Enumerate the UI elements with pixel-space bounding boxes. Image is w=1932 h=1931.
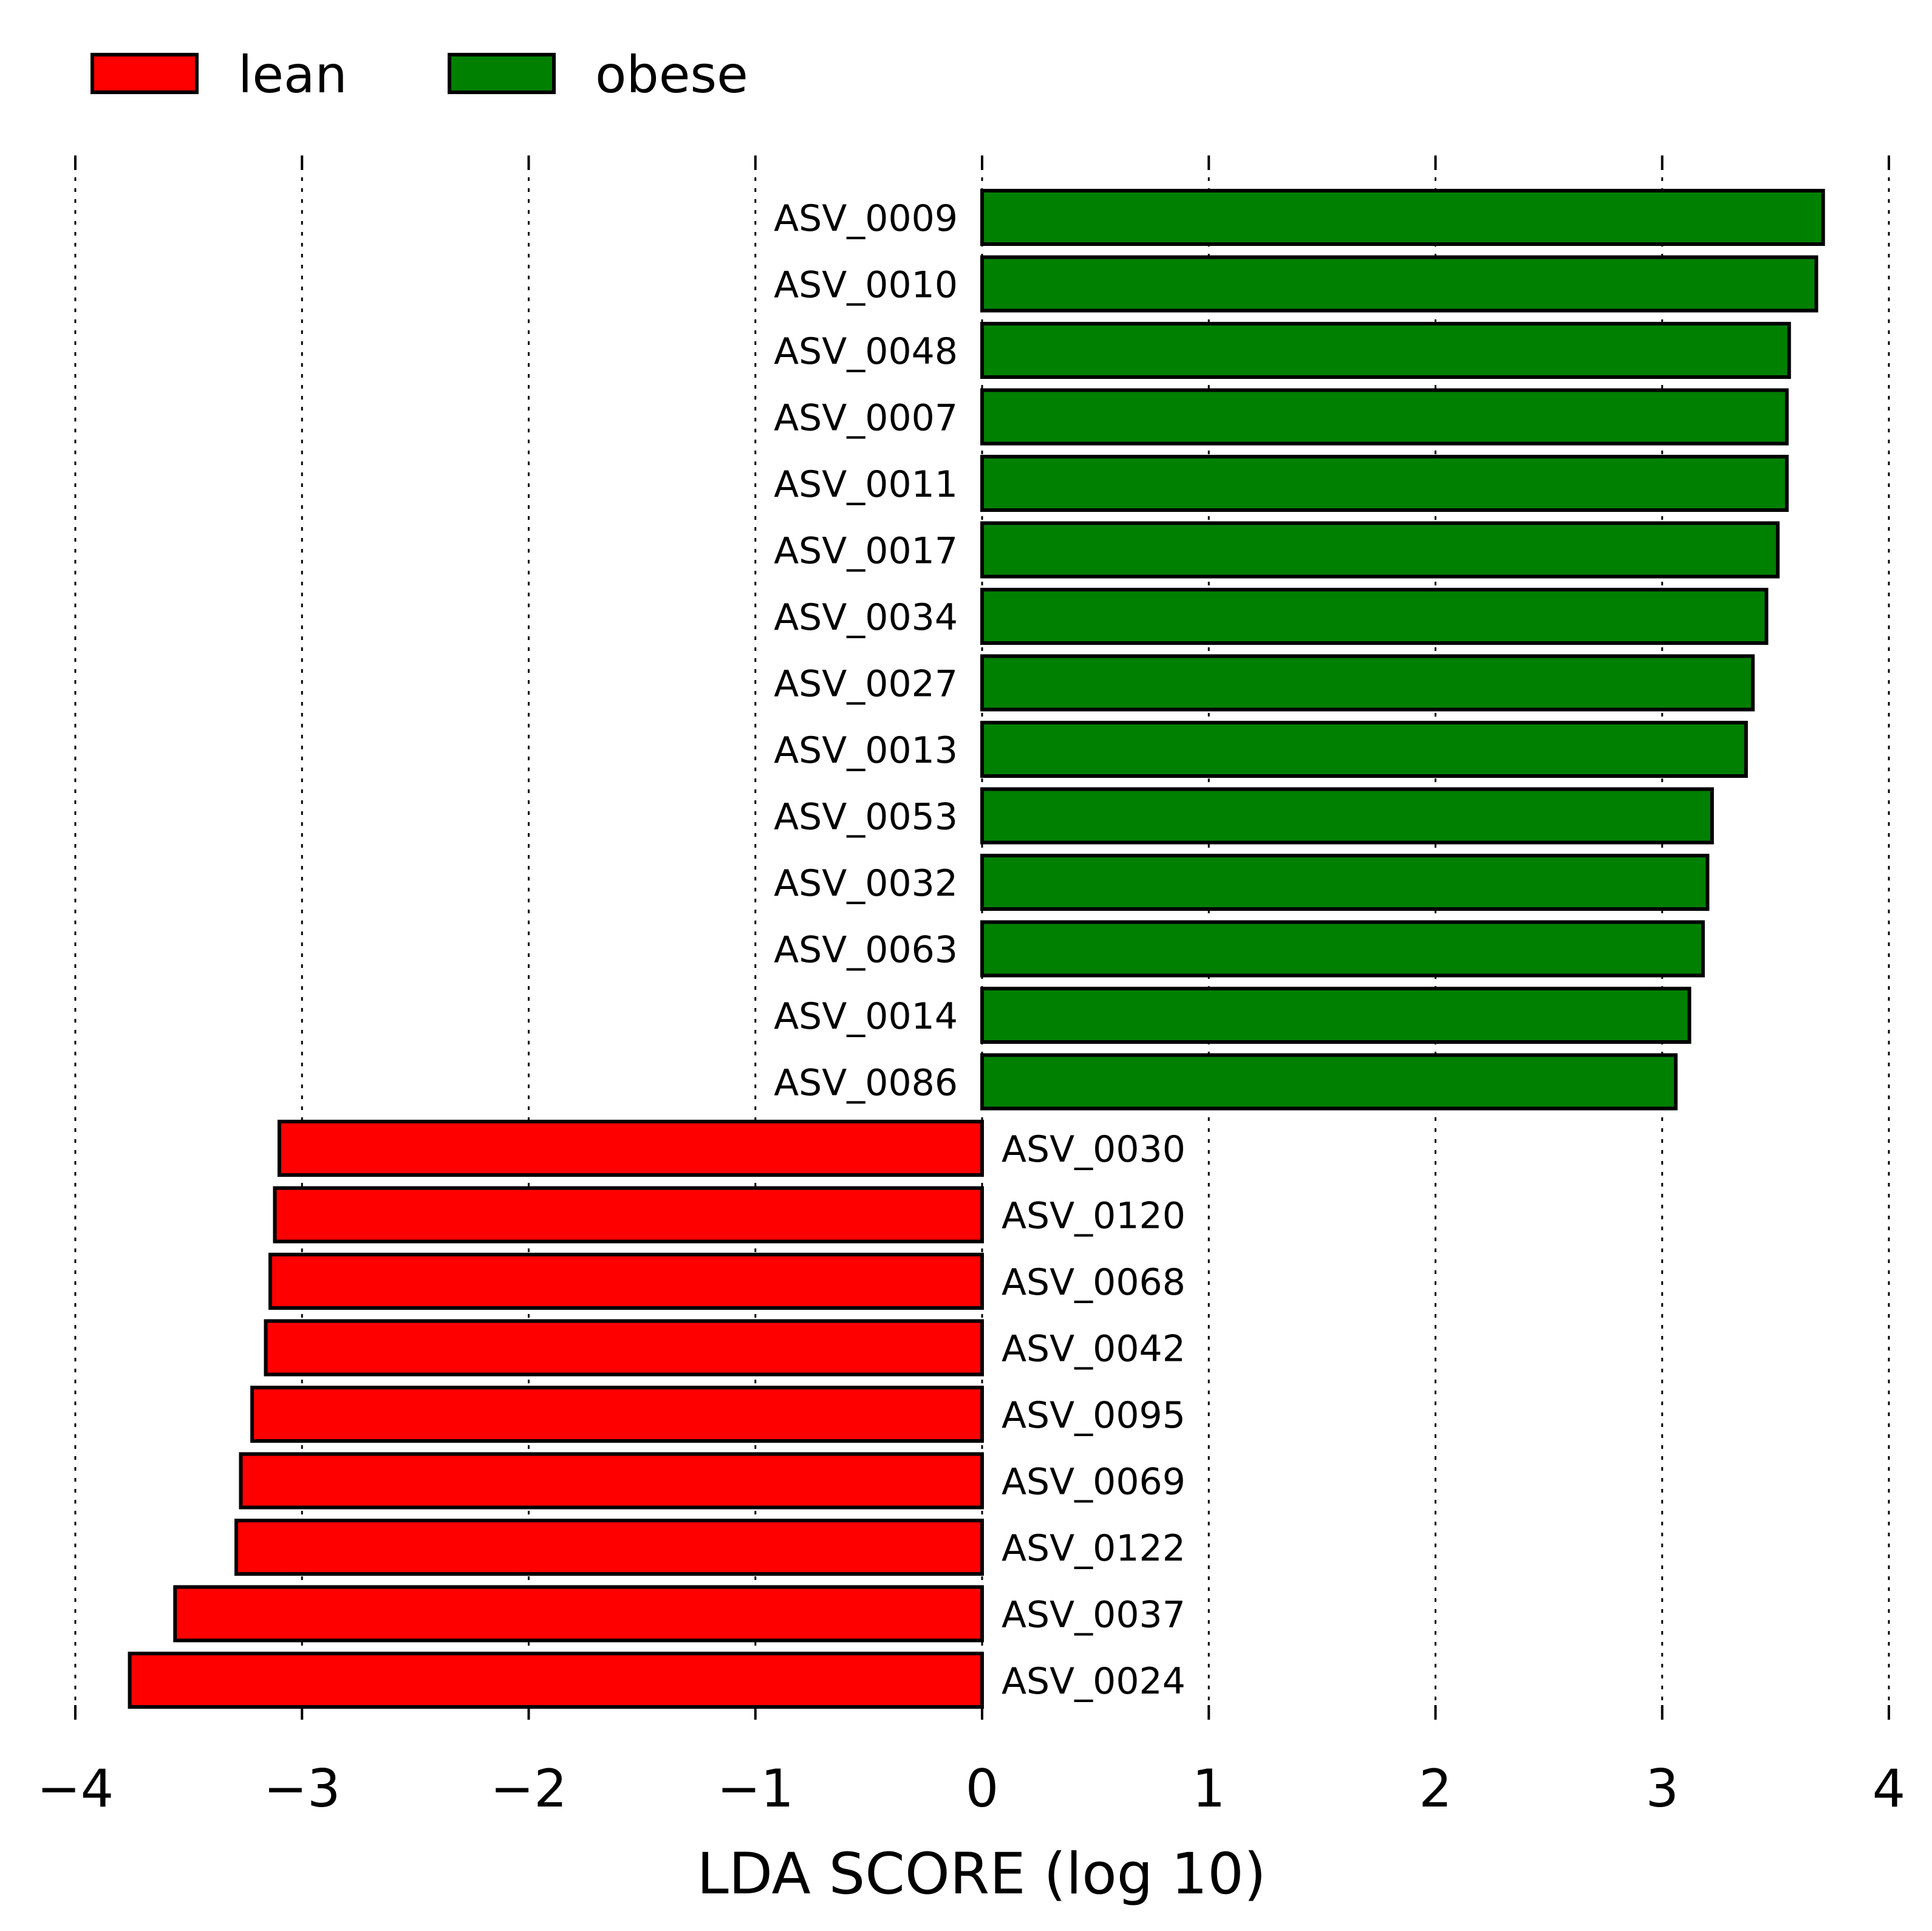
bar-asv-0048 — [980, 322, 1791, 379]
bar-asv-0034 — [980, 588, 1769, 645]
legend-label-lean: lean — [238, 45, 347, 104]
feature-label: ASV_0011 — [774, 463, 958, 506]
x-tick-label: −2 — [490, 1759, 567, 1819]
feature-label: ASV_0027 — [774, 663, 958, 706]
feature-labels: ASV_0009 ASV_0010 ASV_0048 ASV_0007 ASV_0011… — [774, 197, 1186, 1703]
bar-asv-0009 — [980, 189, 1825, 246]
bar-asv-0053 — [980, 787, 1714, 845]
feature-label: ASV_0010 — [774, 264, 958, 307]
feature-label: ASV_0014 — [774, 995, 958, 1038]
bar-asv-0086 — [980, 1053, 1678, 1111]
bar-asv-0030 — [277, 1120, 984, 1177]
feature-label: ASV_0034 — [774, 596, 958, 639]
bar-asv-0024 — [128, 1652, 985, 1709]
feature-label: ASV_0009 — [774, 197, 958, 240]
feature-label: ASV_0120 — [1002, 1195, 1186, 1238]
legend-label-obese: obese — [595, 45, 748, 104]
bar-asv-0013 — [980, 721, 1748, 778]
feature-label: ASV_0024 — [1002, 1660, 1186, 1703]
feature-label: ASV_0053 — [774, 796, 958, 839]
x-tick-label: −4 — [37, 1759, 114, 1819]
bar-asv-0010 — [980, 255, 1818, 313]
feature-label: ASV_0063 — [774, 929, 958, 972]
bar-asv-0095 — [250, 1386, 984, 1443]
bar-asv-0032 — [980, 854, 1710, 911]
bar-asv-0120 — [273, 1186, 985, 1244]
bar-asv-0007 — [980, 388, 1789, 446]
bar-asv-0063 — [980, 920, 1705, 978]
x-tick-label: −1 — [717, 1759, 794, 1819]
feature-label: ASV_0017 — [774, 530, 958, 573]
feature-label: ASV_0069 — [1002, 1461, 1186, 1504]
x-tick-label: 3 — [1645, 1759, 1679, 1819]
x-tick-label: 1 — [1192, 1759, 1226, 1819]
bar-asv-0011 — [980, 455, 1789, 512]
feature-label: ASV_0068 — [1002, 1261, 1186, 1304]
feature-label: ASV_0030 — [1002, 1128, 1186, 1171]
bar-asv-0037 — [173, 1585, 985, 1643]
x-tick-label: 2 — [1419, 1759, 1452, 1819]
bar-asv-0014 — [980, 987, 1691, 1044]
x-tick-label: 0 — [966, 1759, 999, 1819]
x-tick-label: 4 — [1872, 1759, 1906, 1819]
bar-asv-0042 — [264, 1319, 984, 1377]
feature-label: ASV_0013 — [774, 729, 958, 772]
bars — [128, 189, 1825, 1709]
bar-asv-0027 — [980, 654, 1755, 712]
feature-label: ASV_0086 — [774, 1062, 958, 1105]
x-tick-label: −3 — [264, 1759, 341, 1819]
feature-label: ASV_0032 — [774, 862, 958, 905]
x-axis-tick-labels: −4 −3 −2 −1 0 1 2 3 4 — [37, 1759, 1906, 1819]
bar-asv-0122 — [234, 1519, 985, 1576]
bar-asv-0017 — [980, 521, 1780, 579]
bar-asv-0068 — [268, 1253, 984, 1310]
feature-label: ASV_0042 — [1002, 1328, 1186, 1371]
legend-swatch-obese — [448, 53, 556, 94]
feature-label: ASV_0122 — [1002, 1527, 1186, 1570]
legend: lean obese — [90, 45, 748, 104]
feature-label: ASV_0007 — [774, 397, 958, 440]
feature-label: ASV_0095 — [1002, 1394, 1186, 1437]
legend-swatch-lean — [90, 53, 199, 94]
bar-asv-0069 — [239, 1452, 984, 1510]
feature-label: ASV_0048 — [774, 330, 958, 373]
x-axis-title: LDA SCORE (log 10) — [697, 1841, 1266, 1907]
feature-label: ASV_0037 — [1002, 1594, 1186, 1636]
